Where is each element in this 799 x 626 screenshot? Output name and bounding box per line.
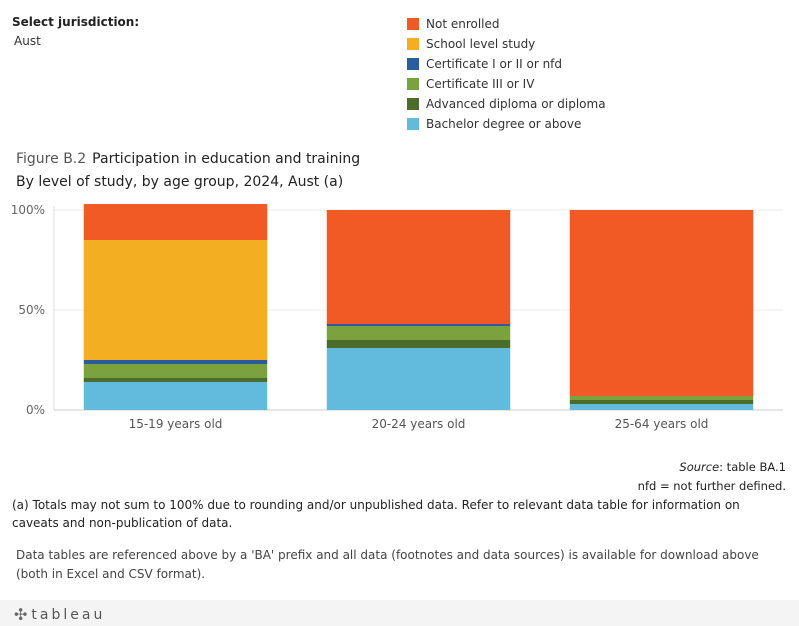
legend-label: School level study — [426, 37, 536, 51]
tableau-logo[interactable]: ✣ tableau — [14, 605, 105, 624]
legend-label: Not enrolled — [426, 17, 500, 31]
bar-segment[interactable] — [83, 364, 268, 378]
x-category-label: 25-64 years old — [615, 417, 709, 431]
bar-segment[interactable] — [569, 210, 754, 396]
bar-segment[interactable] — [326, 210, 511, 324]
legend-swatch — [407, 118, 419, 130]
figure-title-text: Participation in education and training — [92, 151, 361, 167]
legend-item[interactable]: Certificate III or IV — [407, 74, 606, 94]
source-note: Source: table BA.1 — [679, 460, 786, 474]
bar-segment[interactable] — [83, 378, 268, 382]
legend-swatch — [407, 38, 419, 50]
legend-swatch — [407, 98, 419, 110]
jurisdiction-filter-value[interactable]: Aust — [14, 34, 41, 48]
y-tick-label: 0% — [26, 403, 45, 417]
bar-segment[interactable] — [83, 240, 268, 360]
tableau-footer: ✣ tableau — [0, 600, 799, 626]
legend-label: Certificate III or IV — [426, 77, 535, 91]
y-tick-label: 100% — [11, 203, 45, 217]
legend-label: Certificate I or II or nfd — [426, 57, 563, 71]
jurisdiction-filter-label: Select jurisdiction: — [12, 15, 140, 29]
source-label: Source — [679, 460, 720, 474]
legend-swatch — [407, 58, 419, 70]
tableau-cross-icon: ✣ — [14, 605, 28, 624]
bar-segment[interactable] — [569, 396, 754, 400]
bar-segment[interactable] — [569, 404, 754, 410]
x-category-label: 20-24 years old — [372, 417, 466, 431]
footnote: (a) Totals may not sum to 100% due to ro… — [12, 498, 740, 530]
bar-segment[interactable] — [83, 382, 268, 410]
legend-swatch — [407, 18, 419, 30]
legend-item[interactable]: Advanced diploma or diploma — [407, 94, 606, 114]
legend-item[interactable]: Bachelor degree or above — [407, 114, 606, 134]
source-text: : table BA.1 — [719, 460, 786, 474]
bar-segment[interactable] — [326, 340, 511, 348]
figure-title: Figure B.2 Participation in education and… — [16, 151, 360, 167]
legend-item[interactable]: Not enrolled — [407, 14, 606, 34]
figure-subtitle: By level of study, by age group, 2024, A… — [16, 174, 344, 190]
legend-item[interactable]: Certificate I or II or nfd — [407, 54, 606, 74]
bar-segment[interactable] — [326, 324, 511, 326]
x-category-label: 15-19 years old — [129, 417, 223, 431]
legend-swatch — [407, 78, 419, 90]
figure-number: Figure B.2 — [16, 151, 87, 167]
nfd-note: nfd = not further defined. — [637, 479, 786, 493]
bar-segment[interactable] — [83, 204, 268, 240]
tableau-logo-text: tableau — [31, 606, 106, 623]
legend-label: Bachelor degree or above — [426, 117, 582, 131]
chart-legend: Not enrolled School level study Certificat… — [407, 14, 606, 134]
bar-segment[interactable] — [569, 400, 754, 404]
bar-segment[interactable] — [326, 326, 511, 340]
legend-item[interactable]: School level study — [407, 34, 606, 54]
y-tick-label: 50% — [18, 303, 45, 317]
legend-label: Advanced diploma or diploma — [426, 97, 606, 111]
bar-segment[interactable] — [326, 348, 511, 410]
bar-segment[interactable] — [83, 360, 268, 364]
data-tables-note: Data tables are referenced above by a 'B… — [16, 548, 759, 581]
stacked-bar-chart: 100% 50% 0% 15-19 years old 20-24 years old 2… — [11, 203, 783, 431]
